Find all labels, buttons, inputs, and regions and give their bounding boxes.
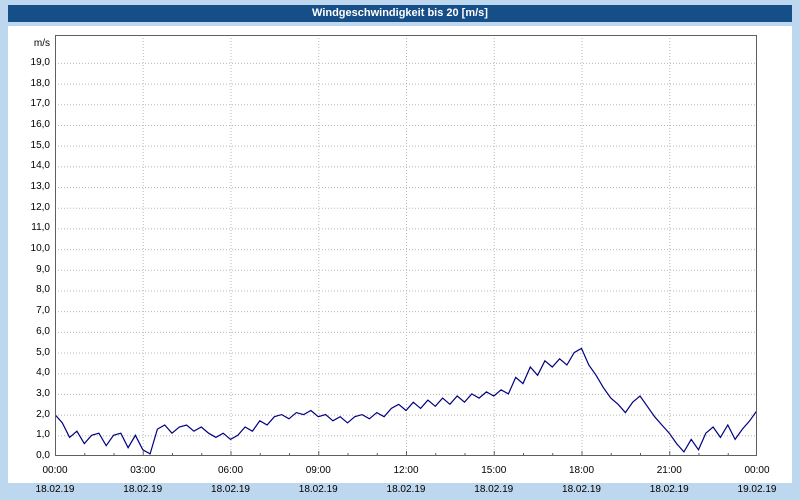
y-tick-label: 9,0 xyxy=(36,263,50,275)
y-tick-label: 8,0 xyxy=(36,284,50,296)
x-tick-time-label: 12:00 xyxy=(393,465,419,476)
y-tick-label: 14,0 xyxy=(30,160,50,172)
x-tick-time-label: 00:00 xyxy=(744,465,770,476)
x-tick-time-label: 03:00 xyxy=(130,465,156,476)
y-tick-label: 4,0 xyxy=(36,367,50,379)
plot-area xyxy=(55,35,757,456)
x-tick-time-label: 15:00 xyxy=(481,465,507,476)
y-tick-label: 15,0 xyxy=(30,139,50,151)
y-tick-label: 7,0 xyxy=(36,305,50,317)
wind-speed-line xyxy=(55,347,757,455)
y-tick-label: 13,0 xyxy=(30,181,50,193)
y-tick-label: 2,0 xyxy=(36,408,50,420)
x-tick-time-label: 18:00 xyxy=(568,465,595,476)
y-tick-label: 10,0 xyxy=(30,243,50,255)
y-tick-label: 6,0 xyxy=(36,325,50,337)
x-tick-time-label: 09:00 xyxy=(305,465,331,476)
title-bar: Windgeschwindigkeit bis 20 [m/s] xyxy=(8,5,792,22)
chart-panel: m/s 19,0 18,0 17,0 16,0 15,0 14,0 13,0 12,0 11,0… xyxy=(8,26,792,483)
x-tick-date-label: 18.02.19 xyxy=(386,484,426,495)
x-tick-date-label: 18.02.19 xyxy=(123,484,163,495)
y-tick-label: 17,0 xyxy=(30,98,50,110)
y-tick-label: 0,0 xyxy=(36,450,50,461)
y-tick-label: 3,0 xyxy=(36,387,50,399)
x-tick-date-label: 18.02.19 xyxy=(562,484,601,495)
y-tick-label: 18,0 xyxy=(30,77,50,89)
x-tick-time-label: 00:00 xyxy=(42,465,68,476)
x-tick-date-label: 18.02.19 xyxy=(649,484,689,495)
x-tick-date-label: 18.02.19 xyxy=(211,484,250,495)
y-tick-label: 11,0 xyxy=(31,222,50,234)
x-tick-date-label: 19.02.19 xyxy=(737,484,777,495)
x-tick-date-label: 18.02.19 xyxy=(298,484,338,495)
x-tick-date-label: 18.02.19 xyxy=(474,484,514,495)
y-tick-label: 19,0 xyxy=(30,56,50,68)
x-tick-time-label: 06:00 xyxy=(217,465,244,476)
plot-frame xyxy=(55,35,757,456)
y-tick-label: 12,0 xyxy=(30,201,50,213)
x-tick-time-label: 21:00 xyxy=(656,465,682,476)
x-tick-date-label: 18.02.19 xyxy=(35,484,75,495)
page-title: Windgeschwindigkeit bis 20 [m/s] xyxy=(312,7,488,19)
y-tick-label: 16,0 xyxy=(30,118,50,130)
y-axis-unit-label: m/s xyxy=(33,38,50,49)
y-tick-label: 1,0 xyxy=(36,429,50,441)
y-tick-label: 5,0 xyxy=(36,346,50,358)
